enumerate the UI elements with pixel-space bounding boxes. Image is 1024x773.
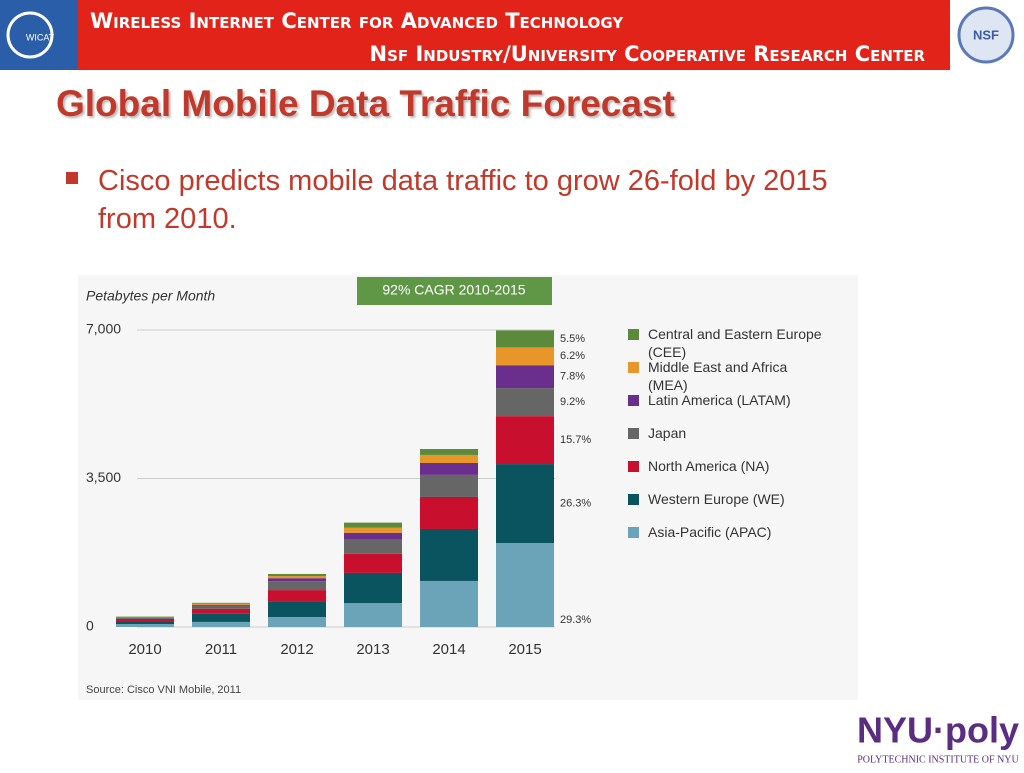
bar-segment: [268, 578, 326, 581]
bar-segment: [268, 590, 326, 601]
bar-segment: [344, 573, 402, 603]
source: Source: Cisco VNI Mobile, 2011: [86, 684, 241, 696]
bar-segment: [192, 604, 250, 605]
legend-swatch: [628, 461, 639, 472]
x-tick-label: 2011: [205, 641, 237, 658]
y-tick-label: 3,500: [86, 469, 121, 485]
bar-segment: [268, 617, 326, 627]
y-tick-label: 7,000: [86, 321, 121, 337]
bullet-text: Cisco predicts mobile data traffic to gr…: [98, 162, 888, 238]
bar-segment: [496, 416, 554, 464]
bar-segment: [496, 388, 554, 416]
legend-swatch: [628, 527, 639, 538]
header-line1: Wireless Internet Center for Advanced Te…: [90, 9, 624, 33]
bar-segment: [420, 455, 478, 463]
legend-label: Asia-Pacific (APAC): [648, 523, 823, 541]
share-label: 7.8%: [560, 371, 585, 383]
share-label: 9.2%: [560, 396, 585, 408]
bar-segment: [344, 603, 402, 627]
annotation: 92% CAGR 2010-2015: [382, 282, 525, 298]
bar-segment: [496, 464, 554, 543]
bar-segment: [344, 554, 402, 573]
x-tick-label: 2012: [280, 641, 313, 658]
legend-label: Middle East and Africa (MEA): [648, 358, 823, 394]
x-tick-label: 2013: [356, 641, 389, 658]
share-label: 15.7%: [560, 434, 591, 446]
bar-segment: [420, 529, 478, 581]
share-label: 5.5%: [560, 333, 585, 345]
footer-logo: NYU·poly: [857, 710, 1019, 751]
legend-label: North America (NA): [648, 457, 823, 475]
bar-segment: [496, 365, 554, 388]
left-logo: WICAT: [26, 32, 55, 42]
x-tick-label: 2015: [508, 641, 541, 658]
bar-segment: [344, 528, 402, 533]
bar-segment: [268, 581, 326, 590]
bar-segment: [344, 533, 402, 540]
bar-segment: [268, 574, 326, 576]
bar-segment: [116, 619, 174, 621]
bar-segment: [496, 543, 554, 627]
bar-segment: [268, 576, 326, 578]
legend-swatch: [628, 494, 639, 505]
bar-segment: [268, 601, 326, 617]
footer-tagline: POLYTECHNIC INSTITUTE OF NYU: [857, 754, 1019, 765]
legend-swatch: [628, 329, 639, 340]
y-tick-label: 0: [86, 618, 94, 634]
bar-segment: [496, 330, 554, 347]
bullet-marker: [66, 172, 78, 184]
bar-segment: [496, 347, 554, 365]
share-label: 6.2%: [560, 350, 585, 362]
bar-segment: [192, 606, 250, 609]
legend-label: Latin America (LATAM): [648, 391, 823, 409]
bar-segment: [192, 609, 250, 614]
share-label: 29.3%: [560, 614, 591, 626]
legend-swatch: [628, 428, 639, 439]
header-line2: Nsf Industry/University Cooperative Rese…: [370, 42, 926, 66]
bar-segment: [420, 581, 478, 627]
bar-segment: [192, 605, 250, 606]
legend-box: Asia-Pacific (APAC): [648, 523, 858, 563]
bar-segment: [192, 603, 250, 604]
y-axis-label: Petabytes per Month: [86, 288, 215, 304]
bar-segment: [192, 622, 250, 627]
bar-segment: [192, 614, 250, 622]
bar-segment: [420, 449, 478, 455]
bar-segment: [344, 523, 402, 528]
legend-label: Japan: [648, 424, 823, 442]
bar-segment: [420, 497, 478, 529]
slide-title: Global Mobile Data Traffic Forecast: [56, 83, 675, 124]
bullet-box: Cisco predicts mobile data traffic to gr…: [98, 162, 898, 252]
bar-segment: [116, 621, 174, 624]
legend-swatch: [628, 395, 639, 406]
share-label: 26.3%: [560, 497, 591, 509]
bar-segment: [420, 475, 478, 497]
right-logo: NSF: [973, 27, 999, 42]
bar-segment: [116, 624, 174, 627]
x-tick-label: 2010: [128, 641, 161, 658]
x-tick-label: 2014: [432, 641, 465, 658]
bar-segment: [344, 540, 402, 554]
bar-segment: [420, 463, 478, 475]
legend-swatch: [628, 362, 639, 373]
legend-label: Western Europe (WE): [648, 490, 823, 508]
legend-label: Central and Eastern Europe (CEE): [648, 325, 823, 361]
bar-segment: [116, 618, 174, 619]
